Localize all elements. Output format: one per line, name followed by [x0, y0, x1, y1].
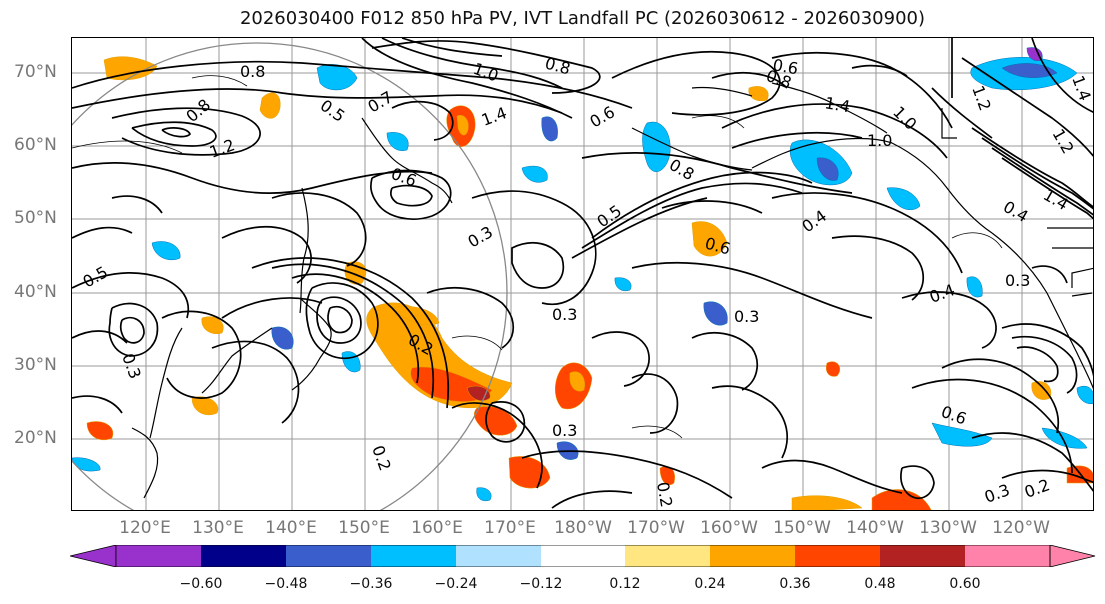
- contour-label: 0.3: [982, 480, 1012, 507]
- colorbar-segment: [286, 545, 371, 567]
- contour-label: 1.0: [889, 102, 920, 133]
- contour-label: 0.8: [240, 62, 265, 81]
- colorbar-segment: [795, 545, 880, 567]
- contour-label: 0.7: [365, 87, 397, 116]
- lon-label: 160°E: [411, 518, 463, 538]
- lon-label: 150°W: [773, 518, 831, 538]
- pv-contours: [72, 38, 1093, 509]
- lon-label: 130°W: [919, 518, 977, 538]
- contour-label: 0.6: [939, 402, 969, 429]
- colorbar-tick-label: 0.12: [609, 576, 641, 592]
- lat-label: 50°N: [14, 208, 57, 228]
- lon-label: 160°W: [700, 518, 758, 538]
- contour-label: 0.3: [734, 307, 759, 326]
- contour-label: 1.2: [1049, 126, 1078, 158]
- contour-label: 0.6: [771, 55, 799, 78]
- lon-label: 170°E: [484, 518, 536, 538]
- colorbar-segment: [710, 545, 795, 567]
- colorbar-extend-min: [70, 545, 117, 567]
- contour-label: 1.4: [1040, 185, 1072, 214]
- contour-label: 0.3: [118, 351, 145, 381]
- colorbar-tick-label: −0.12: [519, 576, 563, 592]
- contour-label: 0.2: [1022, 475, 1052, 502]
- contour-label: 1.0: [867, 131, 892, 150]
- lon-label: 120°E: [119, 518, 171, 538]
- contour-label: 0.8: [543, 54, 573, 79]
- contour-label: 0.2: [368, 443, 395, 473]
- contour-label: 1.4: [823, 93, 851, 116]
- lon-label: 120°W: [992, 518, 1050, 538]
- contour-label: 0.5: [317, 96, 349, 126]
- colorbar-tick-label: 0.60: [949, 576, 981, 592]
- contour-label: 0.3: [552, 305, 577, 324]
- colorbar-segment: [201, 545, 286, 567]
- lon-label: 140°E: [265, 518, 317, 538]
- contour-label: 0.3: [552, 421, 577, 440]
- colorbar-segment: [456, 545, 541, 567]
- lat-label: 20°N: [14, 428, 57, 448]
- contour-label: 1.2: [207, 135, 237, 162]
- contour-label: 0.3: [1005, 271, 1030, 290]
- lon-label: 140°W: [846, 518, 904, 538]
- colorbar-segment: [965, 545, 1050, 567]
- lon-label: 150°E: [338, 518, 390, 538]
- lon-label: 170°W: [627, 518, 685, 538]
- map-panel: 0.8 1.0 0.8 0.6 1.4 0.8 0.5 0.7 1.4 0.6 …: [71, 37, 1094, 511]
- contour-label: 1.4: [479, 103, 509, 130]
- colorbar-tick-label: −0.24: [434, 576, 478, 592]
- colorbar-segment: [880, 545, 965, 567]
- map-title: 2026030400 F012 850 hPa PV, IVT Landfall…: [239, 8, 926, 29]
- contour-label: 0.5: [593, 201, 625, 231]
- radius-circle: [72, 42, 508, 510]
- colorbar: [70, 545, 1096, 567]
- lon-label: 130°E: [192, 518, 244, 538]
- lat-label: 60°N: [14, 135, 57, 155]
- map-canvas: 0.8 1.0 0.8 0.6 1.4 0.8 0.5 0.7 1.4 0.6 …: [72, 38, 1093, 510]
- negative-anomaly-shading: [72, 47, 1093, 502]
- contour-label: 0.2: [653, 480, 676, 508]
- positive-anomaly-shading: [86, 56, 1093, 510]
- contour-label: 0.8: [666, 155, 698, 184]
- contour-label: 0.8: [182, 95, 214, 126]
- colorbar-tick-label: 0.48: [864, 576, 896, 592]
- colorbar-tick-label: 0.24: [694, 576, 726, 592]
- colorbar-segment: [625, 545, 710, 567]
- colorbar-tick-label: −0.60: [179, 576, 223, 592]
- lat-label: 30°N: [14, 355, 57, 375]
- colorbar-tick-label: −0.48: [264, 576, 308, 592]
- contour-label: 0.4: [927, 280, 957, 307]
- contour-label: 0.4: [1000, 197, 1032, 226]
- colorbar-segment: [541, 545, 625, 567]
- thin-contours: [72, 75, 1003, 439]
- colorbar-tick-label: −0.36: [349, 576, 393, 592]
- colorbar-extend-max: [1049, 545, 1096, 567]
- lon-label: 180°W: [554, 518, 612, 538]
- colorbar-segment: [371, 545, 456, 567]
- colorbar-tick-label: 0.36: [779, 576, 811, 592]
- contour-label: 0.5: [80, 262, 112, 291]
- lat-label: 70°N: [14, 62, 57, 82]
- contour-label: 0.3: [465, 222, 497, 251]
- contour-label: 1.0: [471, 59, 501, 86]
- colorbar-segment: [116, 545, 201, 567]
- lat-label: 40°N: [14, 282, 57, 302]
- contour-label: 0.6: [587, 102, 619, 131]
- coastlines: [131, 82, 1093, 499]
